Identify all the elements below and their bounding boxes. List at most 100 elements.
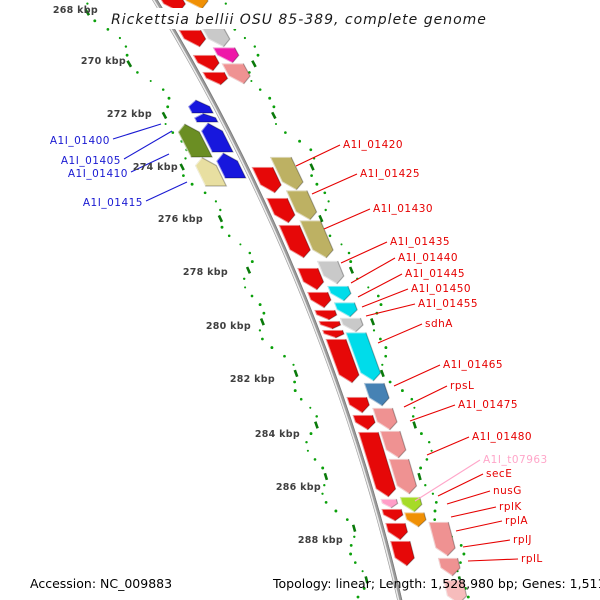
gc-dot <box>272 105 276 109</box>
gc-dot <box>361 570 364 573</box>
gene-label[interactable]: A1I_01450 <box>411 283 471 295</box>
gene-arrow-highlight <box>284 189 311 221</box>
gene-arrow-highlight <box>277 224 304 259</box>
gc-dash <box>370 318 376 326</box>
ruler-tick-label: 280 kbp <box>206 321 251 332</box>
gc-dot <box>372 329 376 332</box>
gene-label[interactable]: A1I_01480 <box>472 431 532 443</box>
gene-arrow-highlight <box>211 46 235 64</box>
gene-arrow-shadow <box>413 496 423 513</box>
gene-label[interactable]: A1I_01415 <box>83 197 143 209</box>
gc-dot <box>86 2 89 5</box>
gene-arrow-shadow <box>399 522 409 541</box>
leader-lines <box>112 123 519 562</box>
map-title: Rickettsia bellii OSU 85-389, complete g… <box>111 12 487 28</box>
ruler-tick-labels: 268 kbp 270 kbp 272 kbp 274 kbp 276 kbp 278 k… <box>53 5 343 546</box>
gene-arrow-highlight <box>324 338 353 384</box>
gene-arrow[interactable] <box>181 0 209 10</box>
gene-arrow-highlight <box>184 0 203 10</box>
gc-dot <box>106 28 110 31</box>
ruler-tick-label: 288 kbp <box>298 535 343 546</box>
gene-arrow-shadow <box>222 152 247 179</box>
gc-dot <box>427 440 431 444</box>
gc-dot <box>384 354 388 358</box>
gc-dot <box>349 544 353 547</box>
gc-dot <box>349 552 353 556</box>
gene-label[interactable]: A1I_01475 <box>458 399 518 411</box>
gene-label[interactable]: A1I_01425 <box>360 168 420 180</box>
backbone-line <box>152 0 403 600</box>
gene-arrow-shadow <box>323 291 332 309</box>
gc-dot <box>345 518 349 521</box>
ruler-tick-label: 286 kbp <box>276 482 321 493</box>
leader-line <box>437 473 484 497</box>
gene-arrow-highlight <box>387 458 410 495</box>
gene-label[interactable]: A1I_t07963 <box>483 454 548 466</box>
gene-label[interactable]: rplL <box>521 553 543 565</box>
gene-arrow-highlight <box>326 285 348 302</box>
gene-arrow-highlight <box>191 54 215 72</box>
gc-dot <box>381 363 384 366</box>
gene-arrow-highlight <box>268 156 297 191</box>
gene-label[interactable]: A1I_01405 <box>61 155 121 167</box>
gene-arrow-shadow <box>306 190 318 221</box>
gc-dash <box>259 318 265 326</box>
gene-label[interactable]: rplJ <box>513 534 532 546</box>
gc-dot <box>324 501 328 504</box>
gc-dot <box>161 88 165 91</box>
gc-dot <box>283 354 286 358</box>
gc-dot <box>309 148 313 152</box>
gene-label[interactable]: sdhA <box>425 318 453 330</box>
gene-label[interactable]: A1I_01440 <box>398 252 458 264</box>
gene-label[interactable]: nusG <box>493 485 522 497</box>
gene-label[interactable]: A1I_01465 <box>443 359 503 371</box>
gene-label[interactable]: rplA <box>505 515 528 527</box>
gc-dot <box>323 191 327 195</box>
gene-arrow-highlight <box>186 99 196 114</box>
gene-label[interactable]: A1I_01435 <box>390 236 450 248</box>
leader-line <box>123 130 173 160</box>
gc-dash <box>293 369 299 378</box>
gc-dot <box>250 294 254 298</box>
leader-line <box>130 153 170 173</box>
gene-label[interactable]: A1I_01445 <box>405 268 465 280</box>
gc-dot <box>298 139 302 143</box>
gene-label[interactable]: A1I_01455 <box>418 298 478 310</box>
gene-arrow-shadow <box>451 557 461 577</box>
gc-dot <box>270 346 274 350</box>
gene-label[interactable]: A1I_01430 <box>373 203 433 215</box>
gc-dot <box>258 303 262 307</box>
gc-dot <box>219 208 222 212</box>
gc-dot <box>248 251 252 255</box>
gene-arrow-shadow <box>389 407 398 431</box>
gene-label[interactable]: rplK <box>499 501 522 513</box>
gene-arrow-highlight <box>220 62 245 85</box>
gc-dot <box>261 337 264 341</box>
gc-dot <box>321 492 324 495</box>
ruler-tick-label: 284 kbp <box>255 429 300 440</box>
leader-line <box>462 539 511 548</box>
gc-dot <box>306 449 309 452</box>
gene-label[interactable]: A1I_01400 <box>50 135 110 147</box>
gene-arrow-highlight <box>436 557 458 577</box>
backbone-highlight <box>152 0 400 600</box>
gc-dot <box>253 45 256 48</box>
gc-dot <box>309 432 313 436</box>
gc-dash <box>318 214 324 223</box>
gc-dot <box>214 200 217 203</box>
gene-label[interactable]: rpsL <box>450 380 474 392</box>
gc-dot <box>243 36 246 40</box>
gc-dot <box>203 191 207 195</box>
gc-dot <box>293 380 296 384</box>
gc-dot <box>315 182 319 186</box>
gene-label[interactable]: secE <box>486 468 512 480</box>
gene-arrow-shadow <box>201 0 209 10</box>
gene-label[interactable]: A1I_01410 <box>68 168 128 180</box>
gene-arrow-shadow <box>184 123 214 158</box>
gene-arrow-shadow <box>212 54 220 72</box>
leader-line <box>112 123 162 140</box>
gene-label[interactable]: A1I_01420 <box>343 139 403 151</box>
gene-arrow-highlight <box>389 540 410 567</box>
gc-dot <box>136 71 139 74</box>
gc-dot <box>118 36 121 40</box>
